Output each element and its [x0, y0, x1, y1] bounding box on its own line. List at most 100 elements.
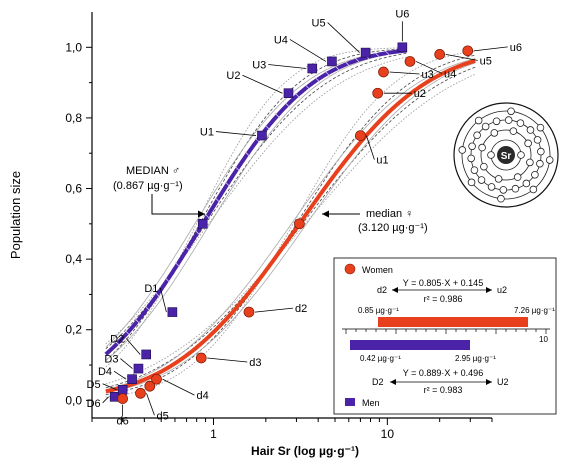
fitted-curves — [104, 47, 476, 398]
electron — [536, 159, 544, 168]
electron — [481, 122, 490, 131]
median-women-title: median ♀ — [366, 208, 413, 220]
women-data-point — [243, 306, 255, 318]
electron — [522, 179, 531, 188]
label-leader — [242, 74, 283, 94]
label-leader — [445, 53, 478, 61]
median-men-arrowhead — [198, 210, 205, 218]
men-curve-hatch — [294, 92, 301, 99]
label-leader — [473, 46, 508, 52]
women-data-point — [378, 66, 389, 78]
men-curve-hatch — [214, 197, 221, 203]
men-data-point — [360, 47, 371, 58]
men-curve-hatch — [334, 65, 341, 71]
men-point-label: U2 — [226, 70, 240, 82]
y-tick-label: 0,8 — [65, 111, 82, 125]
electron — [507, 107, 515, 116]
men-inner-band — [105, 48, 407, 361]
women-point-label: d4 — [197, 390, 209, 402]
electron — [470, 166, 479, 174]
women-point-label: u6 — [510, 42, 522, 54]
women-point-label: d6 — [116, 416, 128, 428]
women-envelope-line — [105, 62, 476, 394]
y-tick-label: 0,4 — [65, 252, 82, 266]
men-curve-hatch — [244, 151, 251, 157]
inset-men-label: Men — [362, 398, 380, 408]
women-point-label: u2 — [414, 88, 426, 100]
electron — [511, 184, 520, 193]
men-curve-hatch — [114, 340, 121, 347]
women-point-label: d5 — [156, 410, 168, 422]
electron — [492, 117, 501, 126]
men-curve-hatch — [384, 50, 391, 56]
women-outer-band — [105, 73, 476, 385]
women-fitted-curve — [105, 58, 476, 394]
men-curve-hatch — [204, 213, 211, 220]
y-tick-label: 0,6 — [65, 182, 82, 196]
men-data-point — [197, 219, 208, 229]
median-men-value: (0.867 µg·g⁻¹) — [113, 180, 183, 192]
label-leader — [215, 131, 257, 136]
men-curve-hatch — [274, 112, 281, 119]
x-axis-label: Hair Sr (log µg·g⁻¹) — [251, 444, 359, 458]
women-data-point — [151, 373, 162, 385]
inset-scale-tick-10: 10 — [539, 335, 548, 344]
x-axis: 1 10 — [91, 417, 493, 441]
electron — [467, 178, 476, 187]
label-leader — [125, 338, 141, 355]
electron — [487, 151, 495, 159]
inset-women-low: 0.85 µg·g⁻¹ — [358, 306, 399, 315]
electron — [473, 131, 481, 140]
men-outer-band — [105, 56, 407, 345]
electron — [526, 158, 534, 167]
electron — [474, 116, 483, 125]
x-tick-label: 1 — [210, 427, 217, 441]
men-data-point — [397, 42, 408, 53]
label-leader — [207, 357, 248, 363]
electron — [524, 139, 532, 148]
men-envelope-line — [105, 49, 407, 348]
women-data-point — [135, 387, 146, 399]
men-curve-hatch — [314, 76, 321, 83]
electron — [509, 127, 518, 135]
men-point-label: U3 — [252, 59, 266, 71]
men-curve-hatch — [154, 291, 161, 298]
inset-women-marker — [344, 263, 356, 275]
y-axis: 0,0 0,2 0,4 0,6 0,8 1,0 — [65, 12, 93, 418]
y-tick-label: 0,2 — [65, 323, 82, 337]
y-tick-label: 0,0 — [65, 393, 82, 407]
men-point-label: D2 — [110, 333, 124, 345]
electron — [526, 126, 535, 134]
women-data-point — [462, 45, 474, 57]
men-point-label: D1 — [144, 283, 158, 295]
median-men-leader — [151, 194, 205, 215]
men-point-label: D4 — [98, 366, 112, 378]
men-fitted-curve — [104, 48, 408, 356]
electron — [477, 176, 486, 184]
electron — [499, 186, 508, 194]
inset-men-equation: Y = 0.889·X + 0.496 — [403, 368, 483, 378]
label-leader — [102, 383, 117, 391]
men-point-label: U5 — [312, 18, 326, 30]
men-curve-hatch — [174, 261, 181, 268]
electron — [517, 151, 525, 159]
inset-women-arrow-left — [392, 287, 398, 293]
electron — [536, 123, 545, 132]
men-curve-hatch — [194, 229, 201, 236]
men-data-point — [257, 130, 267, 141]
electron — [468, 142, 476, 151]
inset-women-right: u2 — [497, 285, 507, 295]
inset-men-arrow-left — [390, 379, 396, 385]
women-data-point — [372, 87, 384, 99]
women-data-point — [294, 218, 305, 230]
men-point-label: U6 — [395, 8, 409, 20]
men-curve-hatch — [184, 245, 191, 252]
label-leader — [327, 22, 360, 53]
men-point-label: D5 — [87, 379, 101, 391]
men-envelope-line — [105, 50, 407, 361]
inset-men-interval-bar — [350, 340, 470, 350]
women-data-point — [355, 130, 366, 141]
men-data-point — [133, 363, 144, 374]
women-data-point — [144, 380, 156, 392]
